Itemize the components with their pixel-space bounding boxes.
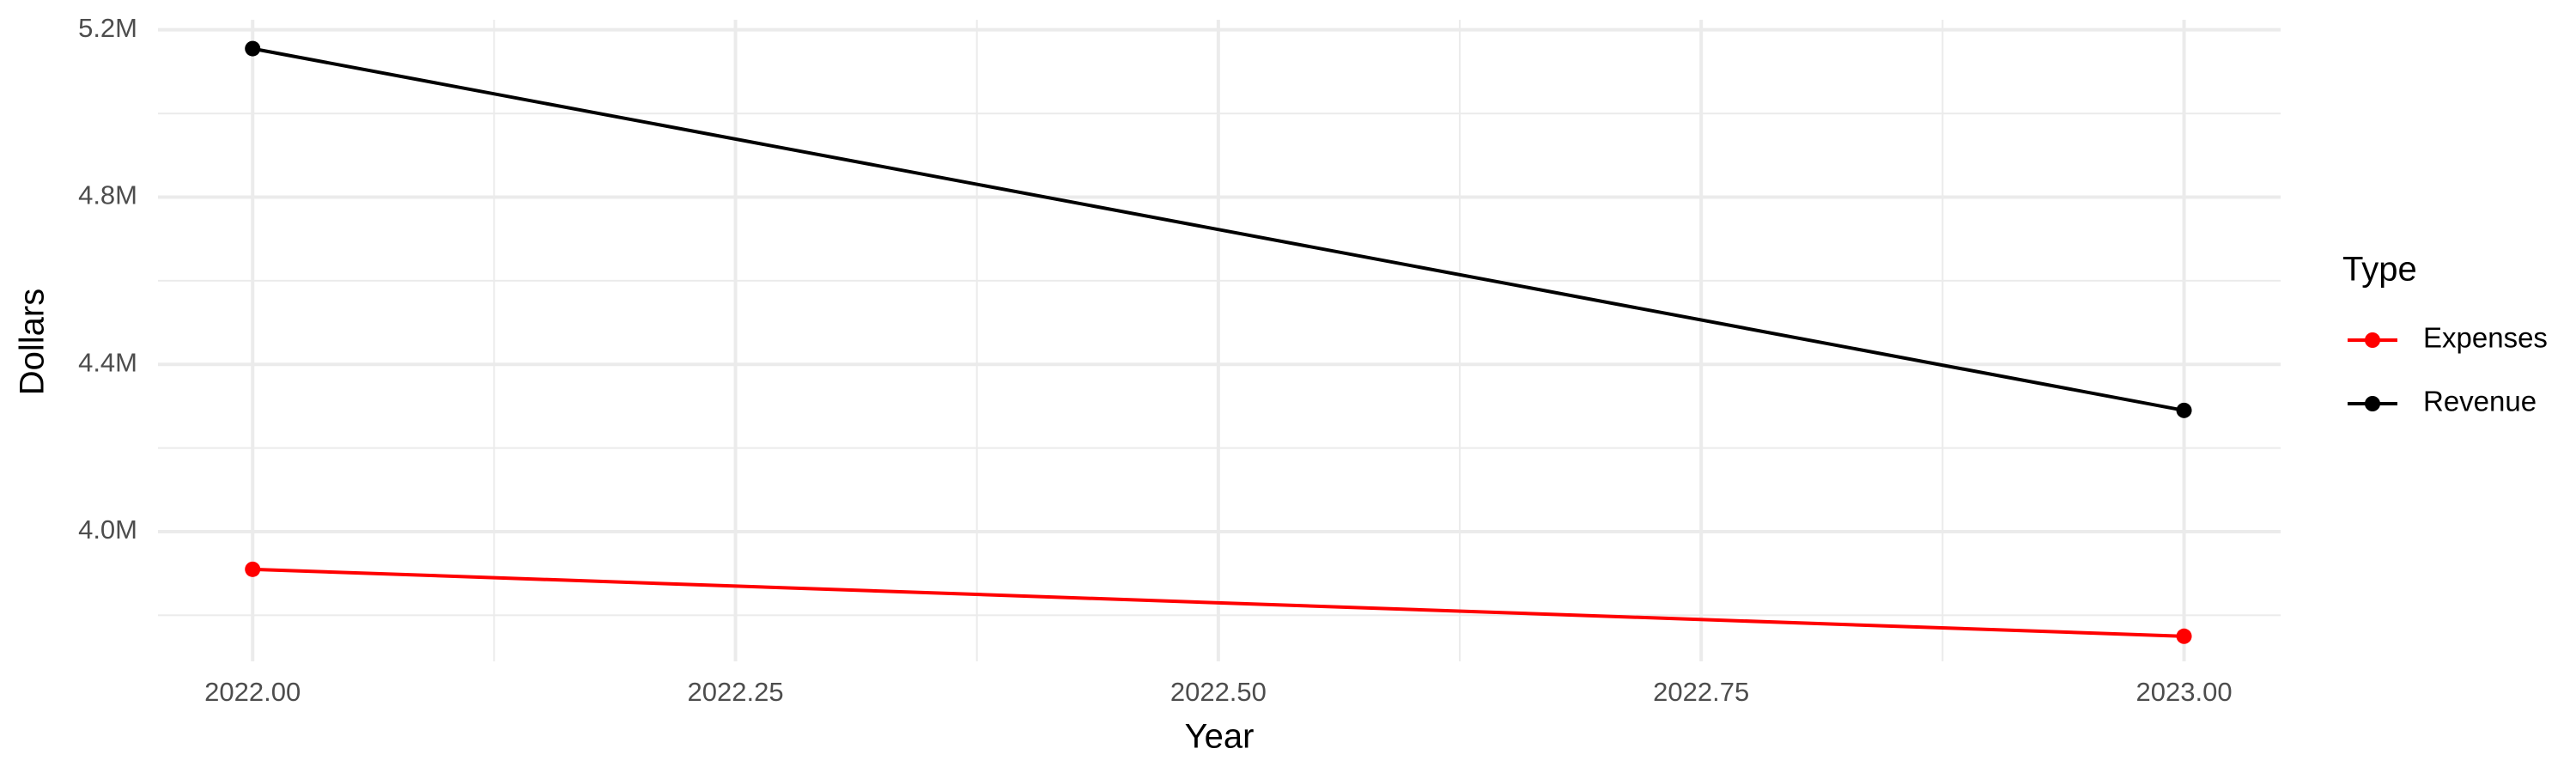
y-tick-label: 5.2M: [78, 13, 137, 43]
data-point: [2176, 402, 2192, 418]
series-line: [252, 567, 2184, 638]
data-point: [245, 40, 261, 57]
data-point: [245, 561, 261, 577]
y-tick-label: 4.8M: [78, 180, 137, 210]
y-tick-label: 4.4M: [78, 347, 137, 377]
series-line: [252, 46, 2184, 412]
legend-label: Expenses: [2423, 322, 2548, 354]
legend-key-point: [2365, 332, 2380, 348]
x-tick-label: 2022.50: [1170, 677, 1267, 707]
x-axis-title: Year: [1185, 718, 1255, 756]
legend-title: Type: [2342, 251, 2417, 289]
x-tick-label: 2022.75: [1653, 677, 1749, 707]
y-axis-title: Dollars: [14, 289, 52, 395]
y-tick-label: 4.0M: [78, 514, 137, 545]
legend-key-point: [2365, 396, 2380, 411]
legend-label: Revenue: [2423, 386, 2537, 417]
x-tick-label: 2023.00: [2136, 677, 2233, 707]
data-point: [2176, 628, 2192, 644]
x-tick-label: 2022.00: [204, 677, 301, 707]
x-tick-label: 2022.25: [688, 677, 784, 707]
